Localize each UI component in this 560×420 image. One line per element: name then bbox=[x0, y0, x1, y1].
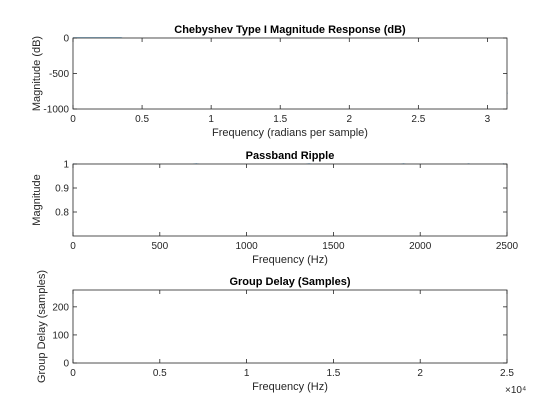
y-tick-label: 0.9 bbox=[55, 184, 69, 195]
axes-frame bbox=[72, 289, 508, 364]
y-tick-label: -1000 bbox=[43, 105, 69, 116]
x-tick-label: 2 bbox=[347, 114, 353, 125]
x-tick-label: 500 bbox=[151, 241, 168, 252]
x-axis-label: Frequency (Hz) bbox=[252, 254, 328, 266]
chart-title: Chebyshev Type I Magnitude Response (dB) bbox=[174, 24, 406, 36]
x-tick-label: 1.5 bbox=[273, 114, 287, 125]
chart-magnitude-response: 0 0.5 1 1.5 2 2.5 3 -1000 -500 0 Chebyshev Type I … bbox=[31, 24, 508, 139]
y-axis-label: Group Delay (samples) bbox=[36, 270, 48, 383]
axes-frame bbox=[72, 163, 508, 237]
y-tick-label: 0 bbox=[63, 359, 69, 370]
chart-title: Passband Ripple bbox=[246, 150, 335, 162]
y-tick-label: 0 bbox=[63, 34, 69, 45]
x-tick-label: 2 bbox=[417, 368, 423, 379]
x-tick-label: 0 bbox=[70, 368, 76, 379]
x-axis-exponent: ×10⁴ bbox=[505, 385, 526, 396]
x-tick-label: 0 bbox=[70, 241, 76, 252]
x-tick-label: 0 bbox=[70, 114, 76, 125]
chart-group-delay: 0 0.5 1 1.5 2 2.5 0 100 200 Group Delay (Samples)… bbox=[36, 270, 526, 396]
x-axis-label: Frequency (Hz) bbox=[252, 381, 328, 393]
x-tick-label: 3 bbox=[485, 114, 491, 125]
x-tick-label: 1500 bbox=[322, 241, 345, 252]
x-tick-label: 1000 bbox=[235, 241, 258, 252]
y-tick-label: 200 bbox=[52, 302, 69, 313]
y-tick-label: 0.8 bbox=[55, 208, 69, 219]
x-tick-label: 1.5 bbox=[326, 368, 340, 379]
axes-frame bbox=[72, 37, 508, 110]
y-tick-label: -500 bbox=[49, 69, 69, 80]
x-axis-label: Frequency (radians per sample) bbox=[212, 127, 368, 139]
x-tick-label: 2.5 bbox=[500, 368, 514, 379]
x-tick-label: 0.5 bbox=[135, 114, 149, 125]
y-tick-label: 100 bbox=[52, 330, 69, 341]
x-tick-label: 2500 bbox=[496, 241, 519, 252]
chart-title: Group Delay (Samples) bbox=[229, 276, 350, 288]
x-tick-label: 2000 bbox=[409, 241, 432, 252]
chart-passband-ripple: 0 500 1000 1500 2000 2500 0.8 0.9 1 Passband Ripp… bbox=[31, 150, 519, 266]
y-axis-label: Magnitude bbox=[31, 174, 43, 225]
x-tick-label: 1 bbox=[208, 114, 214, 125]
y-tick-label: 1 bbox=[63, 160, 69, 171]
x-tick-label: 2.5 bbox=[411, 114, 425, 125]
x-tick-label: 0.5 bbox=[153, 368, 167, 379]
x-tick-label: 1 bbox=[244, 368, 250, 379]
y-axis-label: Magnitude (dB) bbox=[31, 36, 43, 111]
